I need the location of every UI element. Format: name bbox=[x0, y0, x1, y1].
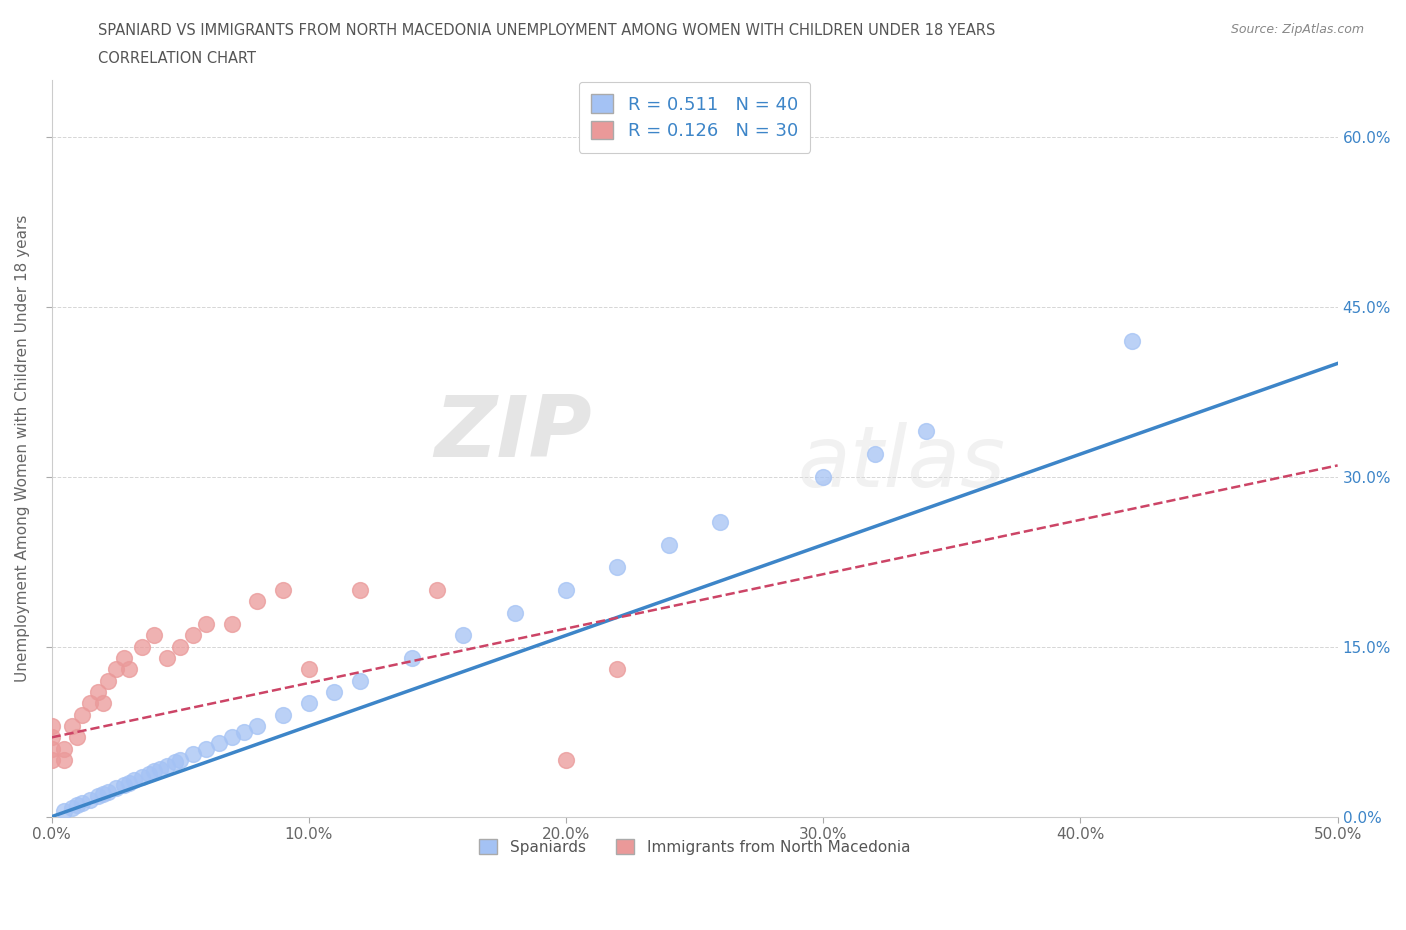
Point bbox=[60, 800, 83, 815]
Point bbox=[60, 719, 83, 734]
Text: Source: ZipAtlas.com: Source: ZipAtlas.com bbox=[1230, 23, 1364, 36]
Point bbox=[66, 730, 89, 745]
Point bbox=[863, 446, 886, 461]
Point bbox=[148, 762, 170, 777]
Point bbox=[112, 777, 135, 792]
Point bbox=[271, 582, 294, 597]
Point bbox=[41, 730, 63, 745]
Point bbox=[122, 773, 145, 788]
Point bbox=[156, 758, 179, 773]
Point bbox=[131, 770, 153, 785]
Point bbox=[323, 684, 346, 699]
Point bbox=[72, 708, 94, 723]
Point bbox=[53, 741, 76, 756]
Point bbox=[131, 639, 153, 654]
Point bbox=[87, 789, 110, 804]
Point bbox=[41, 719, 63, 734]
Point bbox=[97, 784, 120, 799]
Point bbox=[1121, 333, 1143, 348]
Point bbox=[118, 776, 141, 790]
Text: atlas: atlas bbox=[797, 421, 1005, 505]
Text: CORRELATION CHART: CORRELATION CHART bbox=[98, 51, 256, 66]
Point bbox=[426, 582, 449, 597]
Point bbox=[221, 730, 243, 745]
Point bbox=[246, 719, 269, 734]
Point bbox=[606, 560, 628, 575]
Point bbox=[79, 696, 101, 711]
Point bbox=[156, 651, 179, 666]
Text: SPANIARD VS IMMIGRANTS FROM NORTH MACEDONIA UNEMPLOYMENT AMONG WOMEN WITH CHILDR: SPANIARD VS IMMIGRANTS FROM NORTH MACEDO… bbox=[98, 23, 995, 38]
Point bbox=[163, 755, 186, 770]
Point bbox=[349, 673, 371, 688]
Point bbox=[709, 514, 731, 529]
Point bbox=[112, 651, 135, 666]
Point bbox=[451, 628, 474, 643]
Point bbox=[118, 662, 141, 677]
Point bbox=[66, 798, 89, 813]
Point bbox=[91, 787, 114, 802]
Point bbox=[143, 628, 166, 643]
Point bbox=[181, 747, 204, 762]
Point bbox=[503, 605, 526, 620]
Legend: Spaniards, Immigrants from North Macedonia: Spaniards, Immigrants from North Macedon… bbox=[472, 832, 917, 860]
Y-axis label: Unemployment Among Women with Children Under 18 years: Unemployment Among Women with Children U… bbox=[15, 215, 30, 682]
Point bbox=[87, 684, 110, 699]
Point bbox=[104, 662, 127, 677]
Point bbox=[97, 673, 120, 688]
Point bbox=[169, 752, 191, 767]
Point bbox=[246, 594, 269, 609]
Point bbox=[658, 538, 681, 552]
Point bbox=[298, 662, 321, 677]
Point bbox=[811, 470, 834, 485]
Point bbox=[138, 766, 160, 781]
Point bbox=[194, 741, 217, 756]
Point bbox=[79, 792, 101, 807]
Point bbox=[915, 424, 938, 439]
Point bbox=[91, 696, 114, 711]
Point bbox=[208, 736, 231, 751]
Point bbox=[194, 617, 217, 631]
Point bbox=[221, 617, 243, 631]
Point bbox=[555, 582, 578, 597]
Point bbox=[555, 752, 578, 767]
Point bbox=[104, 781, 127, 796]
Point bbox=[72, 796, 94, 811]
Text: ZIP: ZIP bbox=[434, 392, 592, 475]
Point bbox=[169, 639, 191, 654]
Point bbox=[233, 724, 256, 739]
Point bbox=[298, 696, 321, 711]
Point bbox=[41, 741, 63, 756]
Point bbox=[606, 662, 628, 677]
Point bbox=[53, 752, 76, 767]
Point bbox=[401, 651, 423, 666]
Point bbox=[41, 752, 63, 767]
Point bbox=[53, 804, 76, 818]
Point bbox=[181, 628, 204, 643]
Point bbox=[349, 582, 371, 597]
Point bbox=[271, 708, 294, 723]
Point bbox=[143, 764, 166, 778]
